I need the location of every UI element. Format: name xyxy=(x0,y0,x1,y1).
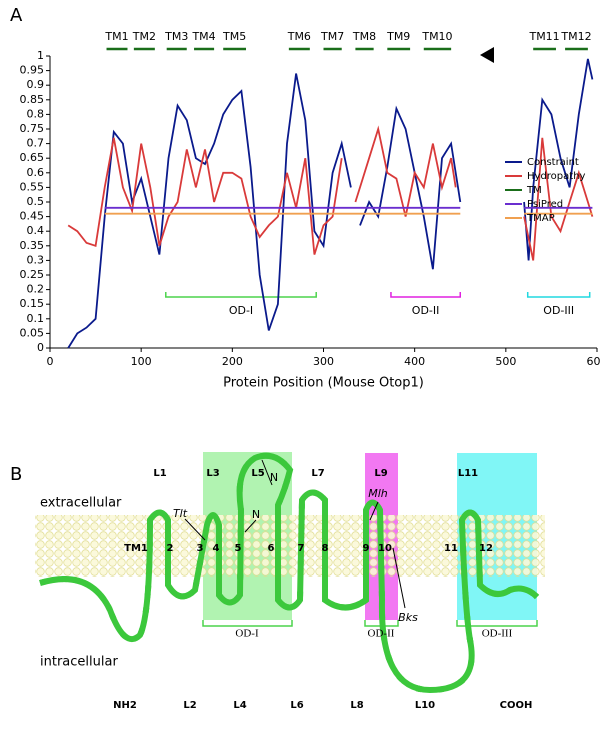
loop-labels_top: L11 xyxy=(458,468,478,479)
tm-labels: 11 xyxy=(444,543,458,554)
y-tick-label: 0.05 xyxy=(20,326,45,339)
y-tick-label: 0.75 xyxy=(20,122,45,135)
od-bracket xyxy=(202,620,538,627)
y-tick-label: 0.35 xyxy=(20,239,45,252)
y-tick-label: 0.5 xyxy=(27,195,45,208)
tm-labels: 5 xyxy=(235,543,242,554)
tm-labels: TM1 xyxy=(124,543,148,554)
x-tick-label: 500 xyxy=(495,355,516,368)
y-tick-label: 0.8 xyxy=(27,107,45,120)
residues: Tlt xyxy=(173,507,188,520)
domains: OD-III xyxy=(482,628,513,640)
x-tick-label: 300 xyxy=(313,355,334,368)
region-bracket xyxy=(390,292,461,298)
loop-labels_bottom: NH2 xyxy=(113,700,137,711)
tm-labels: 4 xyxy=(213,543,220,554)
intracellular-label: intracellular xyxy=(40,655,118,670)
tm-labels: 10 xyxy=(378,543,392,554)
region-bracket xyxy=(526,292,591,298)
loop-labels_bottom: L4 xyxy=(233,700,246,711)
panel-label: A xyxy=(10,5,23,26)
x-tick-label: 0 xyxy=(47,355,54,368)
extracellular-label: extracellular xyxy=(40,496,122,511)
domains: OD-I xyxy=(235,628,259,640)
legend-label: TM xyxy=(526,185,542,196)
domains: OD-II xyxy=(368,628,395,640)
tm-label: TM2 xyxy=(132,30,156,43)
loop-labels_bottom: COOH xyxy=(500,700,533,711)
y-tick-label: 0.2 xyxy=(27,283,45,296)
tm-label: TM4 xyxy=(191,30,215,43)
y-tick-label: 0.1 xyxy=(27,312,45,325)
tm-labels: 12 xyxy=(479,543,493,554)
tm-label: TM3 xyxy=(164,30,188,43)
loop-labels_bottom: L2 xyxy=(183,700,196,711)
loop-labels_top: L9 xyxy=(374,468,387,479)
membrane xyxy=(35,515,545,577)
x-axis-label: Protein Position (Mouse Otop1) xyxy=(223,376,424,391)
loop-labels_top: L5 xyxy=(251,468,264,479)
y-tick-label: 0.9 xyxy=(27,78,45,91)
y-tick-label: 0.55 xyxy=(20,180,45,193)
legend-label: Constraint xyxy=(527,157,579,168)
tm-labels: 9 xyxy=(363,543,370,554)
legend-label: Hydropathy xyxy=(527,171,586,182)
region-label: OD-III xyxy=(543,304,574,317)
tm-label: TM5 xyxy=(222,30,246,43)
residues: Bks xyxy=(398,611,418,624)
tm-label: TM9 xyxy=(386,30,410,43)
pointer xyxy=(184,459,406,609)
loop-labels_bottom: L10 xyxy=(415,700,435,711)
y-tick-label: 0.65 xyxy=(20,151,45,164)
loop-labels_top: L1 xyxy=(153,468,166,479)
tm-labels: 6 xyxy=(268,543,275,554)
tm-labels: 8 xyxy=(322,543,329,554)
y-tick-label: 0.15 xyxy=(20,297,45,310)
loop-labels_top: L3 xyxy=(206,468,219,479)
tm-label: TM10 xyxy=(421,30,452,43)
tm-labels: 7 xyxy=(298,543,305,554)
tm-labels: 3 xyxy=(197,543,204,554)
y-tick-label: 0.25 xyxy=(20,268,45,281)
residues: N xyxy=(252,508,260,521)
y-tick-label: 0.4 xyxy=(27,224,45,237)
tm-label: TM8 xyxy=(352,30,376,43)
diagram-labels: L1 L3 L5 L7 L9 L11 NH2 L2 L4 L6 L8 L10 COOH TM1 2 3 4 5 6 7… xyxy=(113,468,532,711)
region-label: OD-II xyxy=(412,304,440,317)
panel-label: B xyxy=(10,464,22,485)
y-tick-label: 0.95 xyxy=(20,64,45,77)
y-tick-label: 0 xyxy=(37,341,44,354)
y-tick-label: 1 xyxy=(37,49,44,62)
legend-label: PsiPred xyxy=(527,199,563,210)
tm-label: TM6 xyxy=(287,30,311,43)
x-tick-label: 600 xyxy=(587,355,600,368)
tm-label: TM7 xyxy=(320,30,344,43)
y-tick-label: 0.45 xyxy=(20,210,45,223)
y-tick-label: 0.3 xyxy=(27,253,45,266)
tm-label: TM1 xyxy=(104,30,128,43)
x-tick-label: 400 xyxy=(404,355,425,368)
x-tick-label: 200 xyxy=(222,355,243,368)
tm-label: TM12 xyxy=(560,30,591,43)
protein xyxy=(40,456,537,694)
tm-labels: 2 xyxy=(167,543,174,554)
y-tick-label: 0.6 xyxy=(27,166,45,179)
loop-labels_bottom: L8 xyxy=(350,700,363,711)
arrow xyxy=(480,47,494,63)
y-tick-label: 0.7 xyxy=(27,137,45,150)
region-label: OD-I xyxy=(229,304,253,317)
residues: Mlh xyxy=(368,487,388,500)
y-tick-label: 0.85 xyxy=(20,93,45,106)
loop-labels_bottom: L6 xyxy=(290,700,303,711)
x-tick-label: 100 xyxy=(131,355,152,368)
legend-label: TMAP xyxy=(526,213,555,224)
tm-label: TM11 xyxy=(528,30,559,43)
loop-labels_top: L7 xyxy=(311,468,324,479)
residues: N xyxy=(270,471,278,484)
region-bracket xyxy=(165,292,317,298)
